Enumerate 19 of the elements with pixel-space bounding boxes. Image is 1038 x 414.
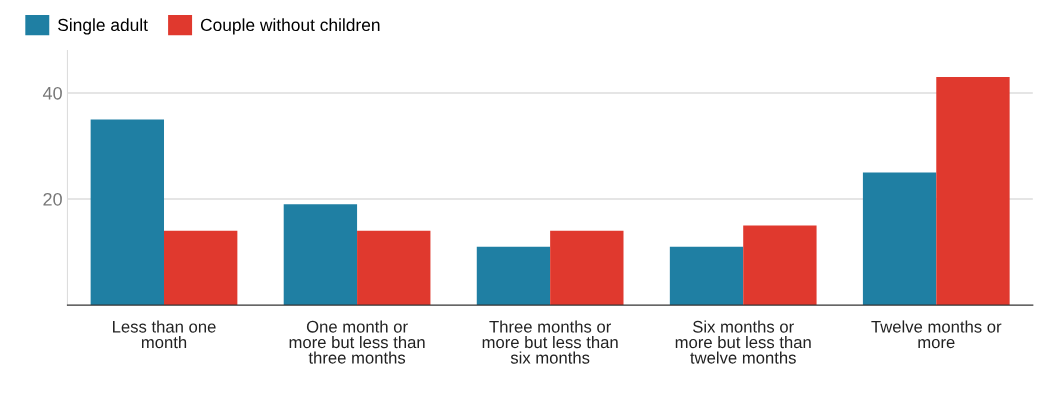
bar [862,172,937,306]
bar [743,225,817,306]
bar [283,204,358,306]
x-tick-label: Six months or more but less than twelve months [675,320,811,364]
x-tick-label: Less than one month [113,320,216,349]
legend-label: Couple without children [200,18,380,35]
bar [476,246,551,306]
legend-label: Single adult [58,18,148,35]
bar [164,230,238,306]
bar [936,77,1010,306]
x-tick-label: One month or more but less than three months [289,320,425,364]
bar [90,119,164,306]
x-tick-label: Three months or more but less than six months [482,320,618,364]
y-tick-label: 20 [43,192,62,206]
bar [669,246,744,306]
y-tick-label: 40 [42,86,62,100]
bar [550,230,624,306]
bar [357,230,431,306]
x-tick-label: Twelve months or more [871,320,1002,349]
